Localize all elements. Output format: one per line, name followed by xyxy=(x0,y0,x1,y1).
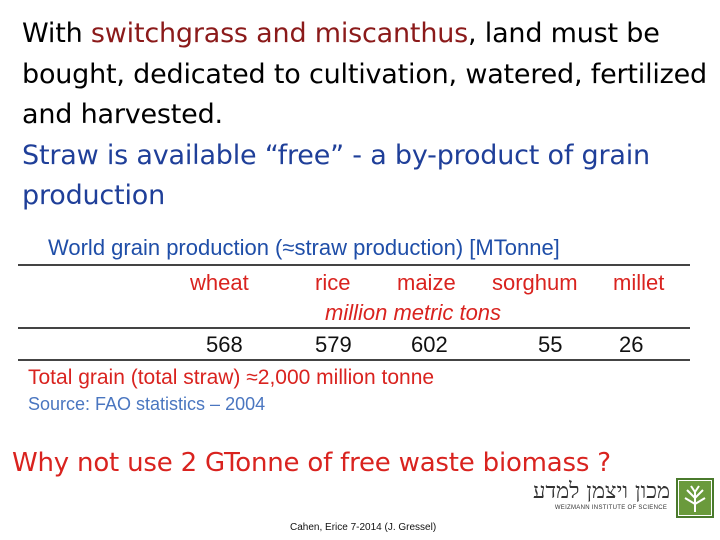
intro-part2: , land must be bought, dedicated to cult… xyxy=(22,18,707,130)
table-rule-bottom xyxy=(18,359,690,361)
intro-straw-line: Straw is available “free” - a by-product… xyxy=(22,139,650,212)
value-wheat: 568 xyxy=(206,332,243,357)
credit-footer: Cahen, Erice 7-2014 (J. Gressel) xyxy=(290,522,437,533)
table-unit: million metric tons xyxy=(325,300,502,325)
col-header-sorghum: sorghum xyxy=(492,270,578,295)
weizmann-tree-icon xyxy=(676,478,714,518)
question-text: Why not use 2 GTonne of free waste bioma… xyxy=(12,448,611,478)
value-rice: 579 xyxy=(315,332,352,357)
table-title: World grain production (≈straw productio… xyxy=(48,235,560,260)
table-source: Source: FAO statistics – 2004 xyxy=(28,394,266,414)
value-sorghum: 55 xyxy=(538,332,563,357)
total-grain: Total grain (total straw) ≈2,000 million… xyxy=(28,366,435,389)
grain-production-table: World grain production (≈straw productio… xyxy=(18,232,690,422)
col-header-maize: maize xyxy=(397,270,456,295)
intro-highlight: switchgrass and miscanthus xyxy=(90,18,469,49)
weizmann-logo-english: WEIZMANN INSTITUTE OF SCIENCE xyxy=(554,505,668,511)
col-header-millet: millet xyxy=(613,270,665,295)
value-millet: 26 xyxy=(619,332,644,357)
col-header-wheat: wheat xyxy=(190,270,249,295)
table-rule-top xyxy=(18,264,690,266)
intro-part1: With xyxy=(22,18,91,49)
value-maize: 602 xyxy=(411,332,448,357)
col-header-rice: rice xyxy=(315,270,351,295)
table-rule-mid xyxy=(18,327,690,329)
intro-text: With switchgrass and miscanthus, land mu… xyxy=(22,14,712,217)
weizmann-logo-hebrew: מכון ויצמן למדע xyxy=(533,479,670,504)
